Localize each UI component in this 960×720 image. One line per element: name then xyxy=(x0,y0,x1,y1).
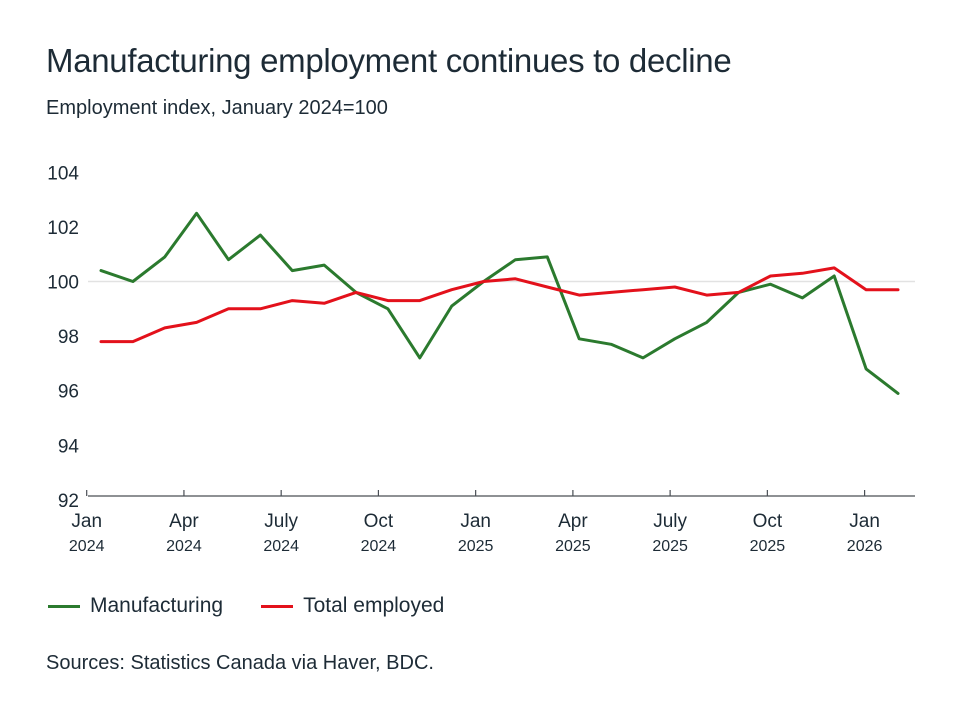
x-tick-label-month: Apr xyxy=(169,511,199,532)
chart-title: Manufacturing employment continues to de… xyxy=(46,42,732,79)
x-tick-label-month: Oct xyxy=(753,511,783,532)
x-tick-label-year: 2025 xyxy=(652,538,688,555)
source-note: Sources: Statistics Canada via Haver, BD… xyxy=(46,652,434,674)
x-axis: Jan 2024 Apr 2024 July 2024 Oct 2024 Jan 2025 Apr 2… xyxy=(69,490,915,555)
x-tick-label-month: Jan xyxy=(460,511,491,532)
legend-label-total-employed: Total employed xyxy=(303,594,445,617)
x-tick-label-month: Oct xyxy=(364,511,394,532)
x-tick-label-year: 2026 xyxy=(847,538,883,555)
x-tick-label-year: 2024 xyxy=(166,538,202,555)
x-tick-label-month: Jan xyxy=(71,511,102,532)
x-tick-label-year: 2025 xyxy=(458,538,494,555)
legend-swatch-total-employed xyxy=(261,604,294,608)
legend: Manufacturing Total employed xyxy=(48,594,482,618)
chart-subtitle: Employment index, January 2024=100 xyxy=(46,97,388,119)
y-tick-label: 102 xyxy=(47,218,79,239)
series-layer xyxy=(99,211,900,395)
legend-label-manufacturing: Manufacturing xyxy=(90,594,224,617)
x-tick-label-month: July xyxy=(653,511,687,532)
x-tick-label-year: 2024 xyxy=(69,538,105,555)
x-tick-label-year: 2024 xyxy=(263,538,299,555)
legend-item-manufacturing: Manufacturing xyxy=(48,594,223,618)
y-tick-label: 98 xyxy=(58,327,79,348)
line-chart: 92 94 96 98 100 102 104 Jan 2024 Apr 2024 July 2024… xyxy=(47,163,915,555)
y-tick-label: 104 xyxy=(47,163,79,184)
series-line-manufacturing xyxy=(99,211,900,395)
legend-item-total-employed: Total employed xyxy=(261,594,444,618)
series-line-total-employed xyxy=(99,266,900,344)
x-tick-label-month: Apr xyxy=(558,511,588,532)
y-tick-label: 94 xyxy=(58,436,80,457)
legend-swatch-manufacturing xyxy=(48,604,80,608)
x-tick-label-month: Jan xyxy=(849,511,880,532)
y-axis: 92 94 96 98 100 102 104 xyxy=(47,163,79,512)
x-tick-label-year: 2025 xyxy=(555,538,591,555)
y-tick-label: 92 xyxy=(58,491,79,512)
x-tick-label-month: July xyxy=(264,511,298,532)
x-tick-label-year: 2024 xyxy=(361,538,397,555)
x-tick-label-year: 2025 xyxy=(750,538,786,555)
y-tick-label: 96 xyxy=(58,382,79,403)
y-tick-label: 100 xyxy=(47,273,79,294)
